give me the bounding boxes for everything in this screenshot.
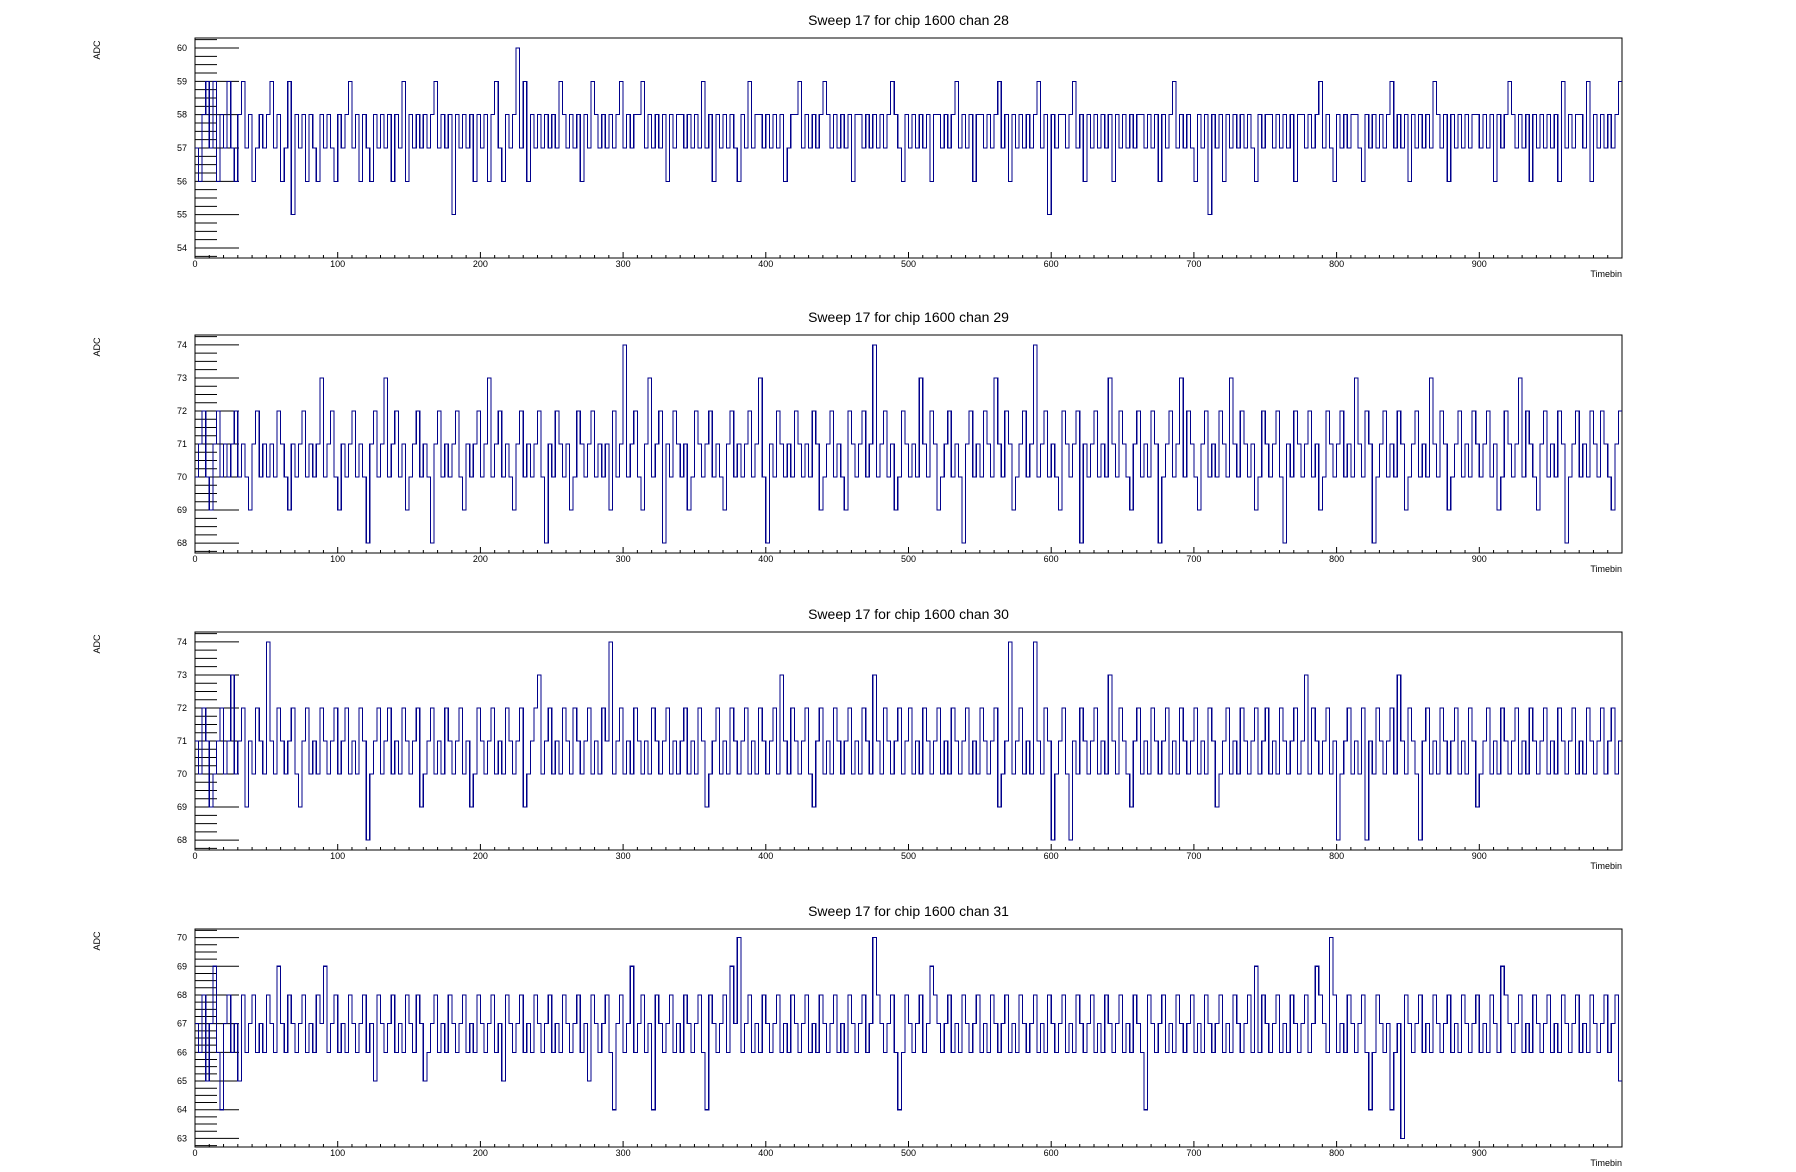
x-tick-label: 700 xyxy=(1186,1148,1201,1158)
x-tick-label: 400 xyxy=(758,1148,773,1158)
y-tick-label: 65 xyxy=(177,1076,187,1086)
y-tick-label: 63 xyxy=(177,1133,187,1143)
y-tick-label: 69 xyxy=(177,802,187,812)
y-tick-label: 68 xyxy=(177,538,187,548)
x-tick-label: 200 xyxy=(473,554,488,564)
x-tick-label: 0 xyxy=(192,259,197,269)
y-tick-label: 70 xyxy=(177,933,187,943)
x-tick-label: 600 xyxy=(1044,259,1059,269)
x-axis-label: Timebin xyxy=(1590,1158,1622,1168)
y-axis-label: ADC xyxy=(92,337,102,357)
x-tick-label: 400 xyxy=(758,554,773,564)
y-tick-label: 74 xyxy=(177,340,187,350)
chart-title: Sweep 17 for chip 1600 chan 28 xyxy=(808,12,1009,28)
x-tick-label: 900 xyxy=(1472,1148,1487,1158)
y-tick-label: 56 xyxy=(177,176,187,186)
chart-panel: Sweep 17 for chip 1600 chan 31 ADC Timebin… xyxy=(92,903,1623,1168)
data-series-line xyxy=(195,344,1622,544)
x-tick-label: 500 xyxy=(901,1148,916,1158)
y-tick-label: 54 xyxy=(177,243,187,253)
chart-title: Sweep 17 for chip 1600 chan 31 xyxy=(808,903,1009,919)
x-tick-label: 300 xyxy=(616,851,631,861)
x-tick-label: 600 xyxy=(1044,1148,1059,1158)
y-tick-label: 68 xyxy=(177,835,187,845)
y-tick-label: 71 xyxy=(177,439,187,449)
x-tick-label: 800 xyxy=(1329,1148,1344,1158)
chart-panel: Sweep 17 for chip 1600 chan 29 ADC Timebin… xyxy=(92,309,1623,574)
x-tick-label: 800 xyxy=(1329,259,1344,269)
x-tick-label: 500 xyxy=(901,259,916,269)
x-tick-label: 500 xyxy=(901,851,916,861)
x-tick-label: 900 xyxy=(1472,851,1487,861)
chart-title: Sweep 17 for chip 1600 chan 30 xyxy=(808,606,1009,622)
y-axis-label: ADC xyxy=(92,931,102,951)
y-tick-label: 60 xyxy=(177,43,187,53)
y-tick-label: 55 xyxy=(177,210,187,220)
x-tick-label: 300 xyxy=(616,259,631,269)
y-tick-label: 67 xyxy=(177,1019,187,1029)
x-tick-label: 100 xyxy=(330,851,345,861)
x-tick-label: 800 xyxy=(1329,851,1344,861)
x-tick-label: 0 xyxy=(192,1148,197,1158)
y-tick-label: 69 xyxy=(177,505,187,515)
x-tick-label: 800 xyxy=(1329,554,1344,564)
y-tick-label: 57 xyxy=(177,143,187,153)
x-tick-label: 200 xyxy=(473,259,488,269)
x-tick-label: 100 xyxy=(330,259,345,269)
x-axis-label: Timebin xyxy=(1590,269,1622,279)
x-tick-label: 300 xyxy=(616,1148,631,1158)
chart-panel: Sweep 17 for chip 1600 chan 30 ADC Timebin… xyxy=(92,606,1623,871)
x-tick-label: 600 xyxy=(1044,851,1059,861)
x-axis-label: Timebin xyxy=(1590,564,1622,574)
x-tick-label: 600 xyxy=(1044,554,1059,564)
y-axis-label: ADC xyxy=(92,634,102,654)
data-series-line xyxy=(195,47,1622,216)
x-tick-label: 300 xyxy=(616,554,631,564)
x-tick-label: 400 xyxy=(758,259,773,269)
y-tick-label: 71 xyxy=(177,736,187,746)
y-tick-label: 74 xyxy=(177,637,187,647)
y-tick-label: 70 xyxy=(177,472,187,482)
y-tick-label: 72 xyxy=(177,406,187,416)
x-tick-label: 200 xyxy=(473,1148,488,1158)
chart-title: Sweep 17 for chip 1600 chan 29 xyxy=(808,309,1009,325)
y-tick-label: 73 xyxy=(177,373,187,383)
x-tick-label: 0 xyxy=(192,851,197,861)
x-tick-label: 700 xyxy=(1186,259,1201,269)
y-tick-label: 73 xyxy=(177,670,187,680)
x-tick-label: 900 xyxy=(1472,554,1487,564)
x-axis-label: Timebin xyxy=(1590,861,1622,871)
y-tick-label: 70 xyxy=(177,769,187,779)
x-tick-label: 0 xyxy=(192,554,197,564)
x-tick-label: 900 xyxy=(1472,259,1487,269)
y-tick-label: 59 xyxy=(177,76,187,86)
x-tick-label: 500 xyxy=(901,554,916,564)
x-tick-label: 200 xyxy=(473,851,488,861)
x-tick-label: 700 xyxy=(1186,554,1201,564)
x-tick-label: 100 xyxy=(330,1148,345,1158)
y-axis-label: ADC xyxy=(92,40,102,60)
x-tick-label: 400 xyxy=(758,851,773,861)
y-tick-label: 66 xyxy=(177,1047,187,1057)
plot-frame xyxy=(194,928,1623,1148)
chart-panel: Sweep 17 for chip 1600 chan 28 ADC Timebin… xyxy=(92,12,1623,279)
data-series-line xyxy=(195,937,1622,1139)
y-tick-label: 72 xyxy=(177,703,187,713)
x-tick-label: 700 xyxy=(1186,851,1201,861)
y-tick-label: 68 xyxy=(177,990,187,1000)
y-tick-label: 58 xyxy=(177,110,187,120)
y-tick-label: 64 xyxy=(177,1105,187,1115)
y-tick-label: 69 xyxy=(177,961,187,971)
data-series-line xyxy=(195,641,1622,841)
x-tick-label: 100 xyxy=(330,554,345,564)
